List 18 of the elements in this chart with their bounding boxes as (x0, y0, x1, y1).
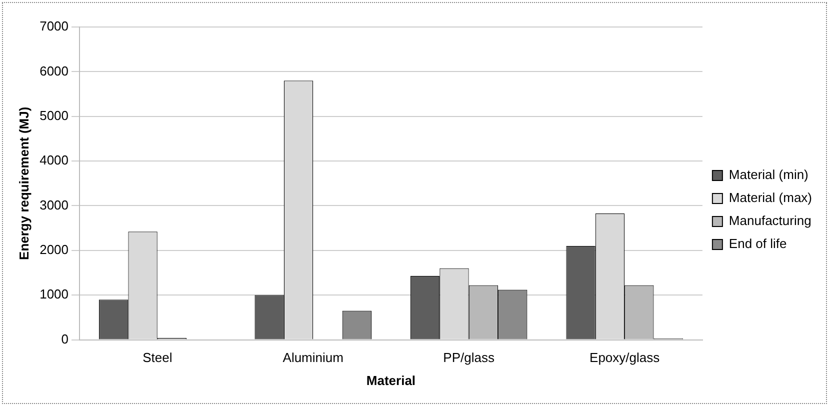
legend-label: Material (min) (728, 167, 808, 182)
x-tick-label: Steel (142, 350, 172, 366)
x-tick-label: PP/glass (443, 350, 495, 366)
y-tick-label: 2000 (40, 242, 69, 258)
y-tick-label: 0 (61, 331, 69, 346)
legend-label: Manufacturing (728, 213, 812, 228)
y-tick-label: 6000 (40, 63, 69, 78)
y-axis-title: Energy requirement (MJ) (16, 106, 32, 260)
legend-label: End of life (728, 236, 787, 252)
y-tick-label: 5000 (40, 108, 69, 123)
y-tick-label: 3000 (40, 197, 69, 212)
x-tick-label: Epoxy/glass (590, 350, 660, 366)
x-axis-title: Material (366, 372, 416, 388)
y-tick-label: 4000 (40, 152, 69, 168)
y-tick-label: 7000 (40, 18, 69, 34)
x-tick-label: Aluminium (282, 350, 344, 366)
legend-label: Material (max) (728, 190, 812, 206)
y-tick-label: 1000 (40, 286, 69, 302)
